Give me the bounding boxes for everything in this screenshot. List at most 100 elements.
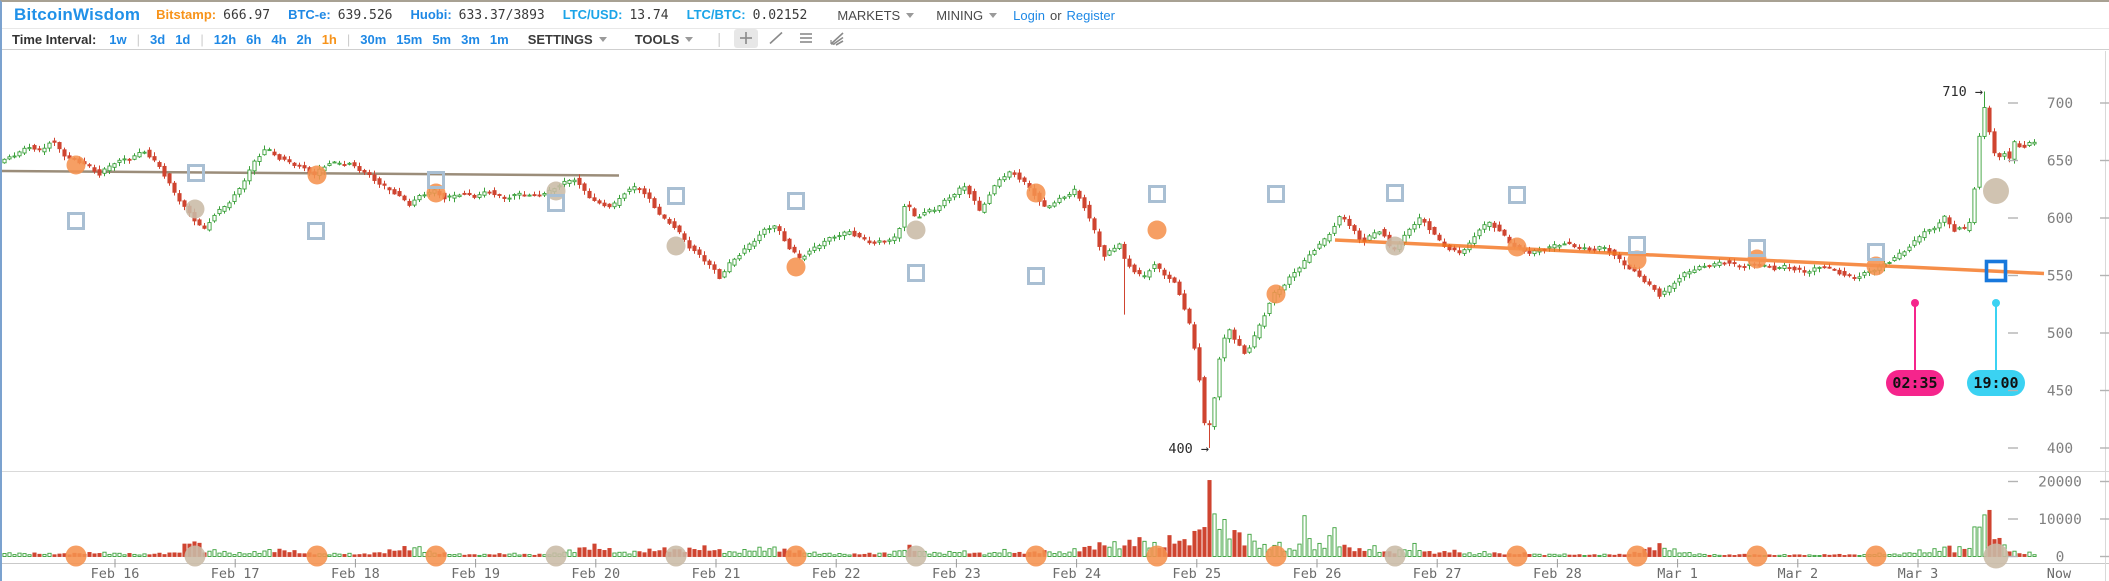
date-tick-label: Feb 22 bbox=[812, 566, 861, 581]
time-axis: Feb 16 Feb 17 Feb 18 Feb 19 Feb 20 Feb 21 Feb … bbox=[91, 559, 2072, 581]
square-marker bbox=[427, 171, 445, 189]
date-tick-label: Mar 3 bbox=[1898, 566, 1939, 581]
circle-marker bbox=[1266, 284, 1286, 304]
circle-marker bbox=[1627, 250, 1647, 270]
ticker-value: 633.37/3893 bbox=[458, 8, 545, 23]
fan-lines-glyph bbox=[830, 32, 844, 46]
date-tick-label: Feb 17 bbox=[211, 566, 260, 581]
ticker-bitstamp[interactable]: Bitstamp: 666.97 bbox=[156, 7, 270, 23]
time-badge-0235[interactable]: 02:35 bbox=[1886, 299, 1944, 396]
price-tick-label: 650 bbox=[2047, 154, 2073, 170]
menu-mining[interactable]: MINING bbox=[936, 8, 998, 23]
chevron-down-icon bbox=[685, 36, 694, 42]
volume-circle-marker bbox=[1865, 545, 1887, 567]
square-marker bbox=[1867, 243, 1885, 261]
interval-group-separator: | bbox=[346, 31, 351, 47]
interval-15m[interactable]: 15m bbox=[396, 31, 423, 47]
square-marker bbox=[1267, 185, 1285, 203]
ticker-ltcusd[interactable]: LTC/USD: 13.74 bbox=[563, 7, 669, 23]
toolbar-separator: | bbox=[717, 30, 722, 48]
ticker-label: BTC-e: bbox=[288, 7, 331, 22]
volume-circle-marker bbox=[785, 545, 807, 567]
circle-marker bbox=[1385, 236, 1405, 256]
circle-marker bbox=[307, 165, 327, 185]
volume-circle-marker bbox=[1146, 545, 1168, 567]
circle-marker bbox=[1507, 237, 1527, 257]
interval-2h[interactable]: 2h bbox=[296, 31, 312, 47]
menu-label: MARKETS bbox=[837, 7, 901, 23]
settings-menu[interactable]: SETTINGS bbox=[528, 32, 607, 47]
register-link[interactable]: Register bbox=[1066, 7, 1115, 23]
square-marker bbox=[787, 192, 805, 210]
price-tick-label: 500 bbox=[2047, 326, 2073, 342]
square-marker bbox=[667, 187, 685, 205]
interval-1d[interactable]: 1d bbox=[175, 31, 191, 47]
badge-dot-icon bbox=[1911, 299, 1919, 307]
price-annotation: 710 → bbox=[1942, 84, 1983, 100]
date-tick-label: Feb 20 bbox=[571, 566, 620, 581]
orange-trendline[interactable] bbox=[1334, 238, 2045, 276]
ticker-label: LTC/USD: bbox=[562, 7, 623, 22]
menu-markets[interactable]: MARKETS bbox=[837, 7, 915, 23]
now-label: Now bbox=[2047, 566, 2072, 581]
square-marker bbox=[1628, 236, 1646, 254]
circle-marker bbox=[786, 257, 806, 277]
ticker-huobi[interactable]: Huobi: 633.37/3893 bbox=[411, 7, 545, 23]
trendline-tool-button[interactable] bbox=[764, 29, 788, 48]
volume-circle-marker bbox=[65, 545, 87, 567]
site-logo[interactable]: BitcoinWisdom bbox=[14, 5, 141, 24]
badge-time-text: 19:00 bbox=[1973, 374, 2018, 392]
tools-menu[interactable]: TOOLS bbox=[635, 32, 694, 47]
market-tickers: Bitstamp: 666.97 BTC-e: 639.526 Huobi: 633.37… bbox=[156, 7, 807, 23]
volume-circle-marker bbox=[184, 545, 206, 567]
candles-group bbox=[2, 91, 2037, 448]
crosshair-glyph bbox=[740, 32, 753, 45]
fan-lines-tool-button[interactable] bbox=[824, 29, 848, 48]
interval-5m[interactable]: 5m bbox=[432, 31, 452, 47]
interval-1w[interactable]: 1w bbox=[109, 31, 127, 47]
chevron-down-icon bbox=[989, 12, 998, 18]
square-marker bbox=[307, 222, 325, 240]
badge-dot-icon bbox=[1992, 299, 2000, 307]
interval-3m[interactable]: 3m bbox=[461, 31, 480, 47]
draw-tool-buttons bbox=[731, 28, 851, 50]
volume-circle-marker bbox=[1384, 545, 1406, 567]
ticker-ltcbtc[interactable]: LTC/BTC: 0.02152 bbox=[687, 7, 808, 23]
candlestick-chart-canvas[interactable]: 710 → 400 → 02:35 19:00 700 650 600 550 500 450 40… bbox=[2, 50, 2109, 581]
square-marker bbox=[1148, 185, 1166, 203]
date-tick-label: Feb 27 bbox=[1413, 566, 1462, 581]
interval-4h[interactable]: 4h bbox=[271, 31, 287, 47]
interval-6h[interactable]: 6h bbox=[246, 31, 262, 47]
ticker-value: 0.02152 bbox=[752, 8, 808, 23]
ticker-label: LTC/BTC: bbox=[686, 7, 746, 22]
volume-circle-marker bbox=[1746, 545, 1768, 567]
ticker-value: 639.526 bbox=[337, 8, 393, 23]
volume-circle-marker bbox=[1626, 545, 1648, 567]
ticker-value: 666.97 bbox=[223, 8, 271, 23]
time-badge-1900[interactable]: 19:00 bbox=[1967, 299, 2025, 396]
crosshair-tool-button[interactable] bbox=[734, 28, 759, 48]
trendline-glyph bbox=[769, 32, 783, 45]
interval-30m[interactable]: 30m bbox=[360, 31, 387, 47]
interval-1h[interactable]: 1h bbox=[321, 31, 337, 47]
circle-marker bbox=[906, 220, 926, 240]
volume-tick-label: 20000 bbox=[2038, 475, 2082, 491]
ticker-btc-e[interactable]: BTC-e: 639.526 bbox=[288, 7, 392, 23]
price-tick-label: 450 bbox=[2047, 384, 2073, 400]
circle-marker bbox=[1026, 183, 1046, 203]
horizontal-lines-glyph bbox=[800, 33, 813, 44]
circle-marker bbox=[1147, 220, 1167, 240]
indicator-markers bbox=[65, 155, 2009, 569]
circle-marker bbox=[1983, 178, 2009, 204]
login-link[interactable]: Login bbox=[1013, 7, 1045, 23]
auth-links: Login or Register bbox=[1013, 8, 1115, 23]
date-tick-label: Feb 25 bbox=[1172, 566, 1221, 581]
date-tick-label: Feb 18 bbox=[331, 566, 380, 581]
interval-buttons: 1w | 3d 1d | 12h 6h 4h 2h 1h | 30m 15m 5m 3m 1m bbox=[104, 32, 513, 47]
interval-3d[interactable]: 3d bbox=[150, 31, 166, 47]
date-tick-label: Feb 23 bbox=[932, 566, 981, 581]
interval-12h[interactable]: 12h bbox=[213, 31, 237, 47]
interval-1m[interactable]: 1m bbox=[489, 31, 509, 47]
horizontal-lines-tool-button[interactable] bbox=[794, 29, 818, 48]
